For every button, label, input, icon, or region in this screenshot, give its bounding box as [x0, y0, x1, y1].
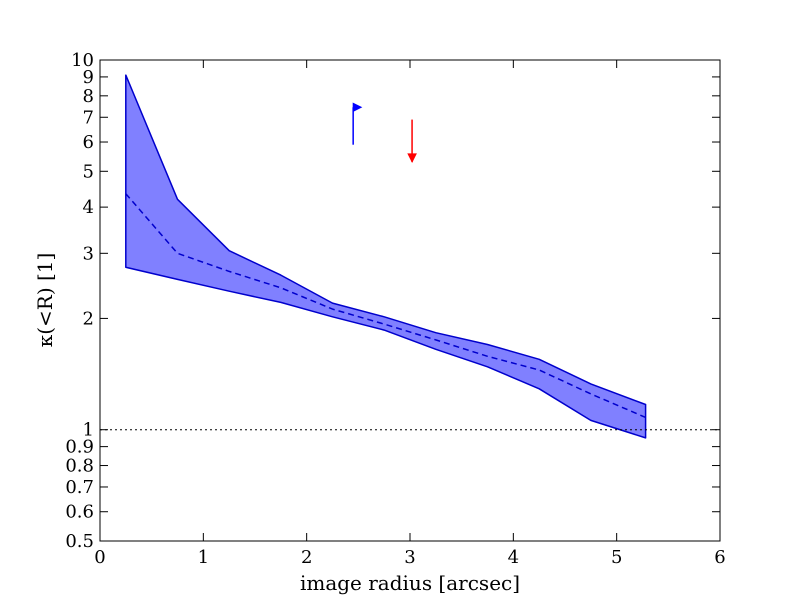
y-axis-label: κ(<R) [1]: [33, 253, 57, 348]
y-tick-label: 0.7: [65, 477, 94, 498]
confidence-band: [125, 74, 647, 439]
x-tick-label: 2: [301, 547, 312, 568]
x-tick-label: 6: [714, 547, 725, 568]
y-tick-label: 6: [83, 132, 94, 153]
y-tick-label: 10: [71, 50, 94, 71]
y-tick-label: 5: [83, 161, 94, 182]
x-tick-label: 1: [198, 547, 209, 568]
y-tick-label: 2: [83, 308, 94, 329]
y-tick-label: 4: [83, 197, 94, 218]
x-tick-label: 0: [94, 547, 105, 568]
y-tick-label: 7: [83, 107, 94, 128]
x-tick-label: 4: [508, 547, 519, 568]
y-tick-label: 0.6: [65, 502, 94, 523]
y-tick-label: 0.9: [65, 437, 94, 458]
plot-area: [100, 74, 720, 439]
y-tick-label: 3: [83, 243, 94, 264]
y-tick-label: 8: [83, 86, 94, 107]
y-tick-label: 0.5: [65, 531, 94, 552]
y-tick-label: 1: [83, 420, 94, 441]
x-axis-label: image radius [arcsec]: [300, 571, 520, 595]
down-arrow-head: [407, 153, 417, 164]
x-tick-label: 5: [611, 547, 622, 568]
median-line: [125, 193, 646, 419]
x-tick-label: 3: [404, 547, 415, 568]
y-tick-label: 0.8: [65, 456, 94, 477]
plot-frame: [99, 59, 721, 542]
y-tick-label: 9: [83, 67, 94, 88]
up-arrow-head: [352, 102, 363, 113]
